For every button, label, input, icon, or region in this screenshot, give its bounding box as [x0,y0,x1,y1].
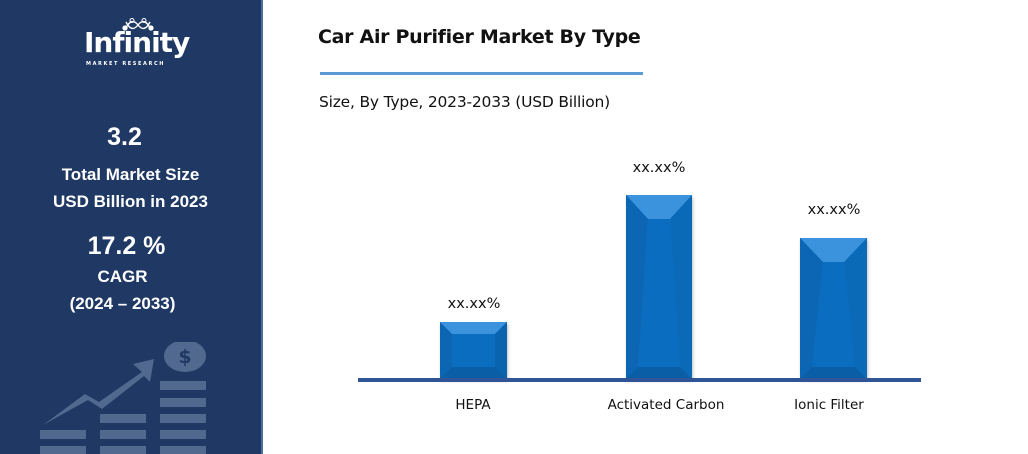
logo-tagline: MARKET RESEARCH [86,61,165,67]
chart-title: Car Air Purifier Market By Type [318,26,641,48]
sidebar-divider [261,0,263,454]
growth-chart-dollar-icon: $ [40,342,206,454]
bar-value-label: xx.xx% [447,296,501,312]
sidebar-panel: Infinity MARKET RESEARCH 3.2 Total Marke… [0,0,261,454]
cagr-period: (2024 – 2033) [69,294,176,313]
title-underline [320,72,643,75]
bar-activated-carbon [626,195,692,379]
market-size-label: Total Market Size [61,165,200,184]
bar-value-label: xx.xx% [807,202,861,218]
bar-value-label: xx.xx% [632,160,686,176]
market-size-unit: USD Billion in 2023 [53,192,208,211]
bar-ionic-filter [800,238,867,379]
chart-subtitle: Size, By Type, 2023-2033 (USD Billion) [319,93,610,111]
bar-hepa [440,322,507,379]
cagr-label: CAGR [97,267,148,286]
category-label-ionic-filter: Ionic Filter [794,397,864,413]
infinity-logo-icon [122,18,154,31]
category-label-hepa: HEPA [455,397,491,413]
market-size-value: 3.2 [107,123,142,151]
svg-text:$: $ [178,346,191,368]
x-axis-line [358,378,921,382]
logo-wordmark: Infinity [84,26,190,59]
category-label-activated-carbon: Activated Carbon [607,397,725,413]
company-logo: Infinity MARKET RESEARCH [80,18,190,70]
cagr-value: 17.2 % [87,232,166,260]
